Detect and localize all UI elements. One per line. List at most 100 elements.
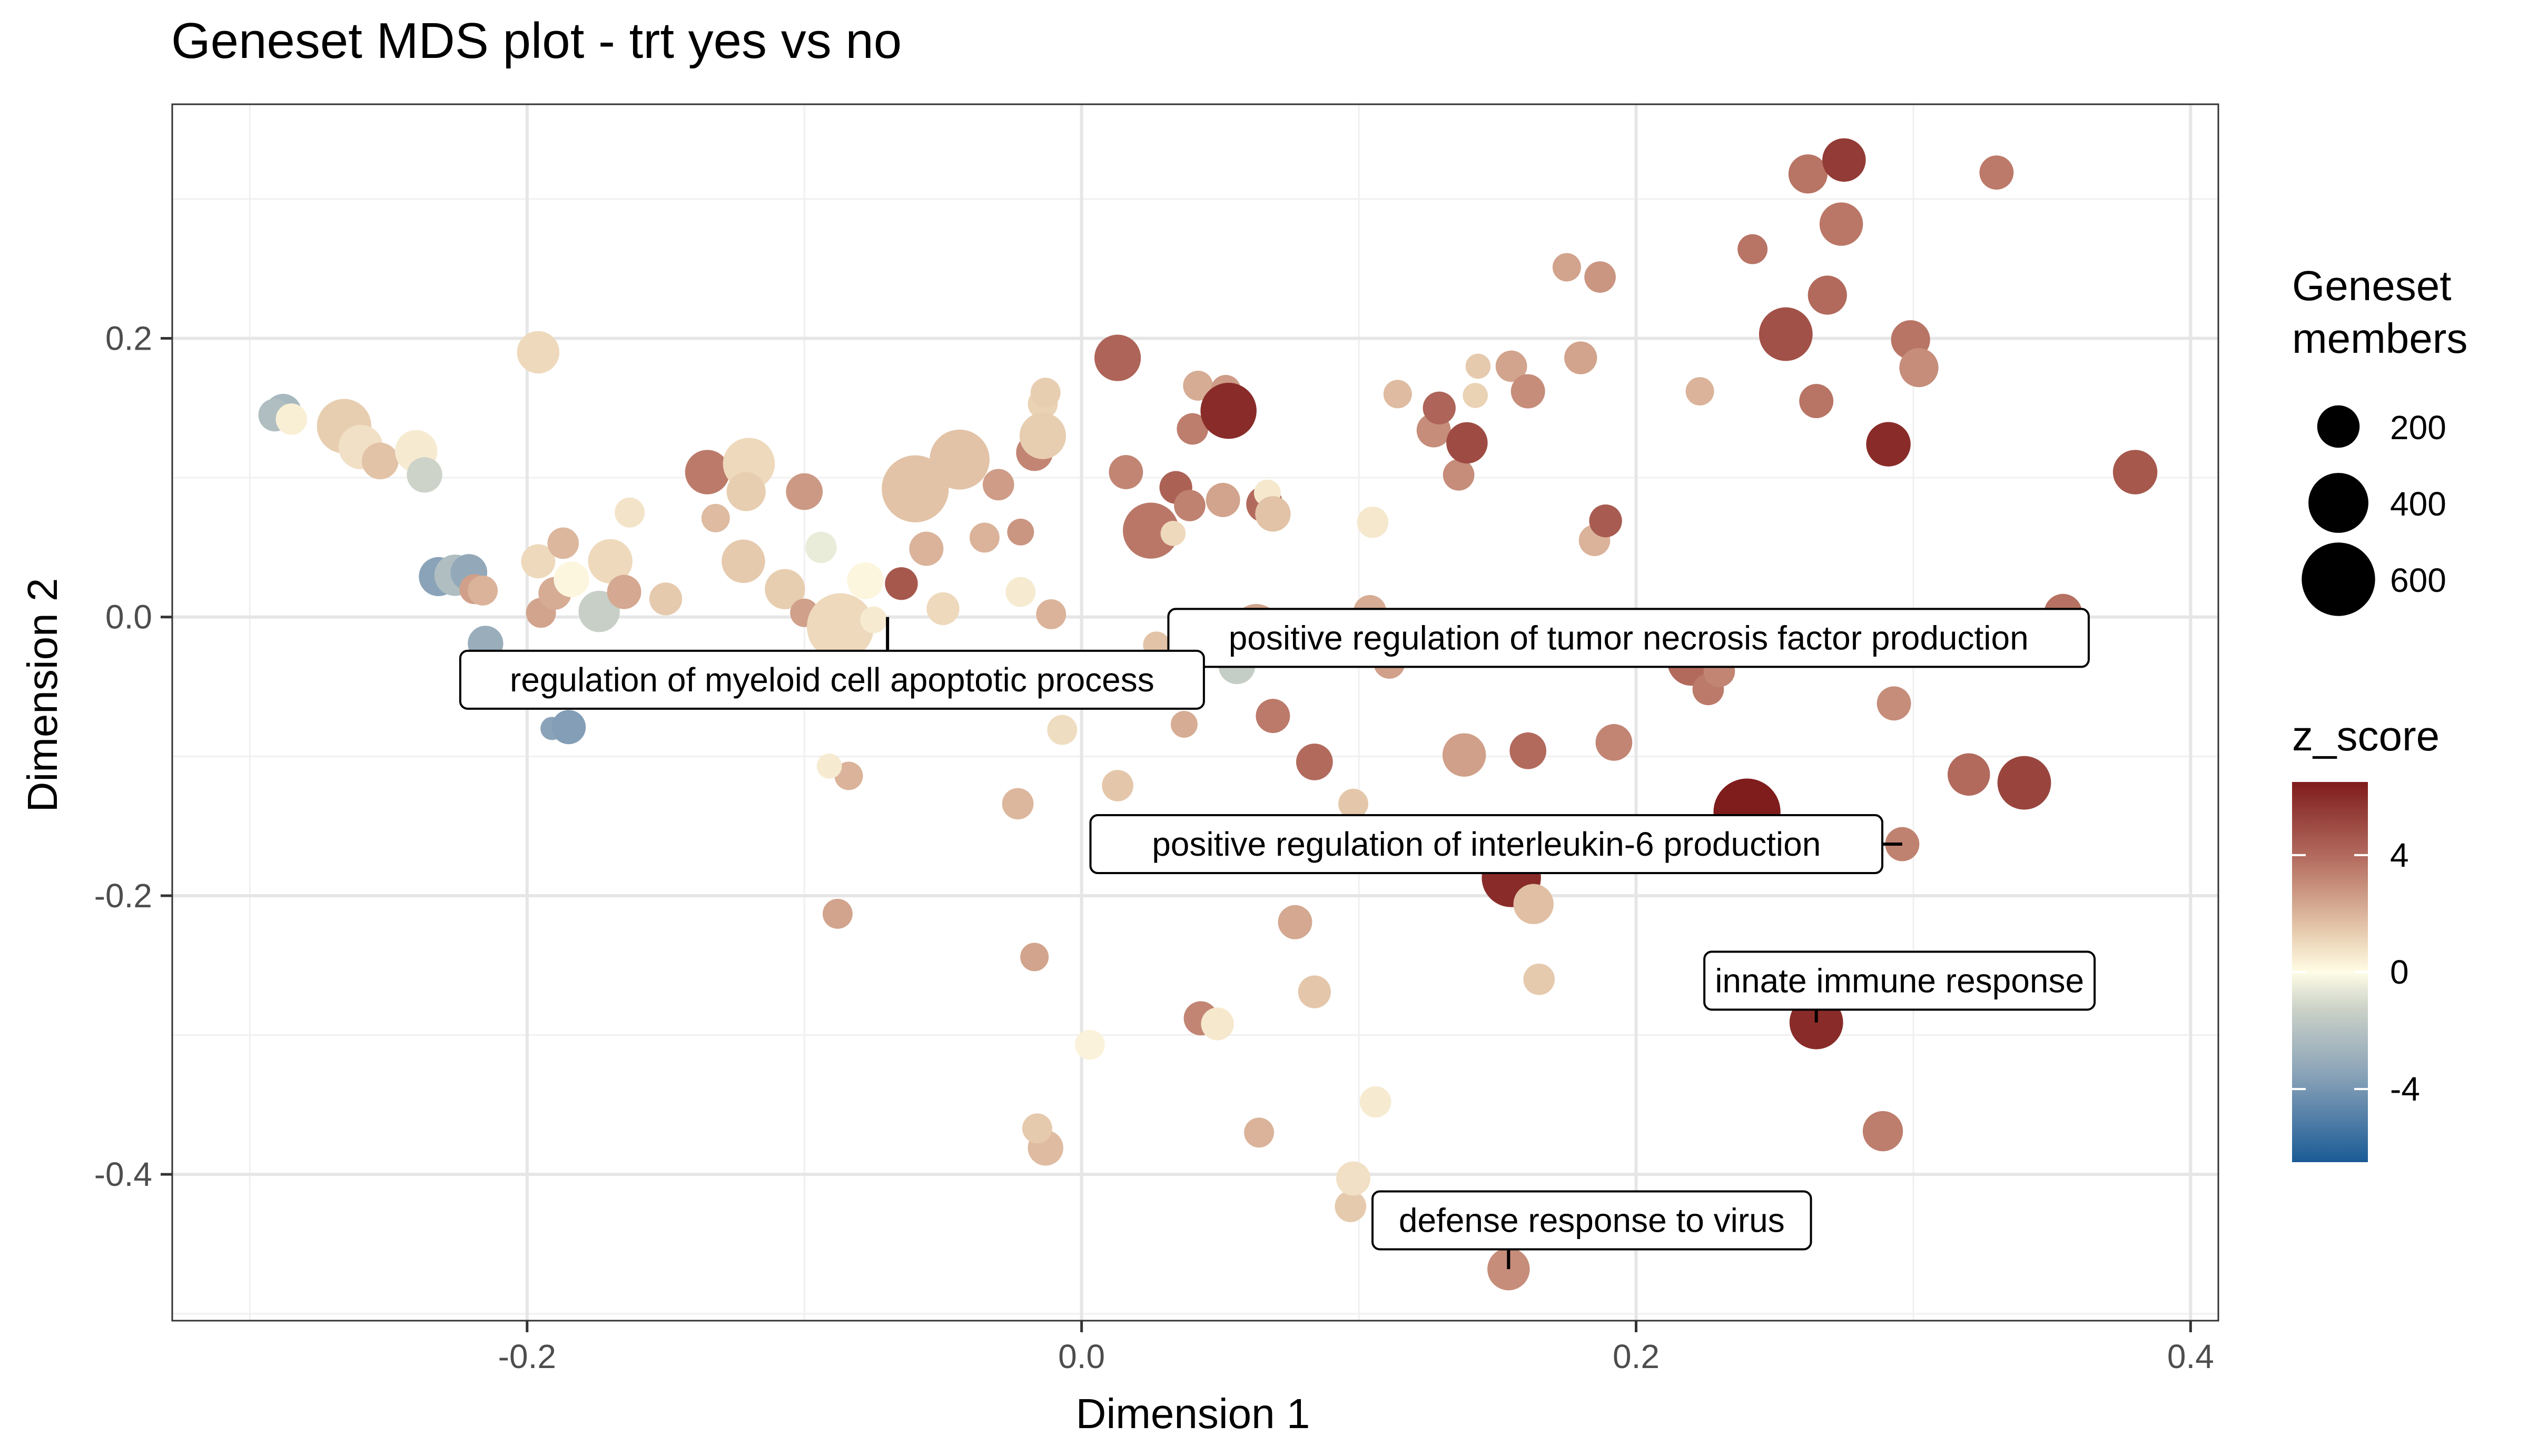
data-point <box>1819 202 1863 246</box>
size-legend-dot <box>2308 473 2368 533</box>
data-point <box>860 606 887 633</box>
data-point <box>554 561 589 597</box>
data-point <box>1019 412 1066 459</box>
data-point <box>1109 455 1143 490</box>
chart-title: Geneset MDS plot - trt yes vs no <box>171 13 902 69</box>
color-legend-label: 4 <box>2390 836 2409 874</box>
data-point <box>701 503 730 532</box>
data-point <box>521 544 556 579</box>
data-point <box>1862 1111 1903 1152</box>
data-point <box>551 710 586 745</box>
data-point <box>1005 577 1036 607</box>
axes: -0.2 0.0 0.2 0.4 -0.4 -0.2 0.0 0.2 <box>94 320 2214 1375</box>
data-point <box>275 403 308 435</box>
size-legend-title-line1: Geneset <box>2292 262 2451 309</box>
data-point <box>1446 422 1488 464</box>
data-point <box>909 531 944 566</box>
legends: Geneset members 200 400 600 z_score 4 0 -4 <box>2292 262 2467 1162</box>
data-point <box>1509 732 1547 769</box>
y-tick-label: -0.4 <box>94 1155 152 1193</box>
annotation-box <box>1371 1190 1812 1251</box>
color-legend-label: 0 <box>2390 953 2409 991</box>
data-point <box>1523 963 1555 995</box>
panel-border <box>171 103 2219 1322</box>
annotations: positive regulation of tumor necrosis fa… <box>459 608 2096 1270</box>
annotation-box <box>459 649 1205 710</box>
data-point <box>786 473 823 510</box>
data-point <box>1030 378 1061 408</box>
data-point <box>1047 715 1078 745</box>
data-point <box>468 576 498 606</box>
data-point <box>847 562 884 599</box>
x-tick-label: 0.4 <box>2167 1338 2214 1375</box>
data-point <box>1495 350 1527 382</box>
data-point <box>517 331 560 374</box>
data-point <box>1022 1113 1052 1144</box>
data-point <box>885 567 918 600</box>
data-point <box>407 457 442 493</box>
data-point <box>1822 138 1866 182</box>
data-point <box>816 754 842 779</box>
data-point <box>1788 154 1828 194</box>
data-point <box>1177 413 1209 445</box>
data-point <box>805 531 837 563</box>
data-point <box>1808 275 1847 315</box>
data-point <box>1002 788 1034 820</box>
data-point <box>1201 1007 1234 1041</box>
data-point <box>1170 711 1198 738</box>
data-point <box>1007 518 1034 546</box>
data-point <box>1443 459 1475 491</box>
data-point <box>1298 975 1331 1008</box>
data-point <box>1094 334 1141 381</box>
annotation-label: positive regulation of interleukin-6 pro… <box>1152 825 1821 863</box>
size-legend-title-line2: members <box>2292 315 2467 362</box>
data-point <box>1336 1161 1371 1196</box>
data-point <box>588 539 633 584</box>
annotation-box <box>1089 814 1883 875</box>
data-point <box>1335 1191 1367 1222</box>
data-point <box>1338 788 1369 819</box>
x-tick-label: 0.0 <box>1058 1338 1105 1375</box>
data-point <box>1160 521 1186 546</box>
y-tick-label: 0.0 <box>105 598 152 636</box>
data-point <box>982 469 1014 501</box>
data-point <box>1383 380 1412 409</box>
data-point <box>1102 770 1133 801</box>
data-point <box>1979 155 2014 190</box>
annotation-box <box>1167 608 2090 668</box>
annotation-label: defense response to virus <box>1399 1201 1785 1239</box>
data-point <box>1442 733 1486 777</box>
annotation-label: innate immune response <box>1715 962 2084 999</box>
size-legend-dot <box>2317 405 2360 448</box>
size-legend-label: 200 <box>2390 409 2446 447</box>
data-point <box>1589 504 1622 538</box>
grid-lines <box>172 104 2218 1321</box>
data-point <box>1244 1117 1275 1148</box>
data-point <box>1463 383 1488 408</box>
annotation-label: positive regulation of tumor necrosis fa… <box>1229 619 2029 657</box>
data-point <box>1584 261 1616 293</box>
data-point <box>615 497 645 528</box>
data-point <box>1465 353 1491 379</box>
data-point <box>1359 1086 1391 1118</box>
data-point <box>1877 686 1911 721</box>
data-point <box>1947 753 1990 796</box>
data-point <box>1866 422 1911 467</box>
data-point <box>1899 348 1939 388</box>
color-legend: 4 0 -4 <box>2292 782 2420 1162</box>
data-point <box>722 539 765 583</box>
data-point <box>834 761 863 790</box>
size-legend-label: 400 <box>2390 485 2446 523</box>
x-tick-label: -0.2 <box>498 1338 556 1375</box>
data-point <box>1255 496 1291 532</box>
data-point <box>1685 377 1714 406</box>
data-point <box>822 898 853 929</box>
data-point <box>1036 599 1066 629</box>
data-point <box>1357 506 1389 538</box>
data-point <box>807 593 874 660</box>
data-point <box>1183 371 1213 401</box>
color-legend-label: -4 <box>2390 1070 2420 1108</box>
data-point <box>1423 391 1456 425</box>
annotation-label: regulation of myeloid cell apoptotic pro… <box>510 661 1154 699</box>
